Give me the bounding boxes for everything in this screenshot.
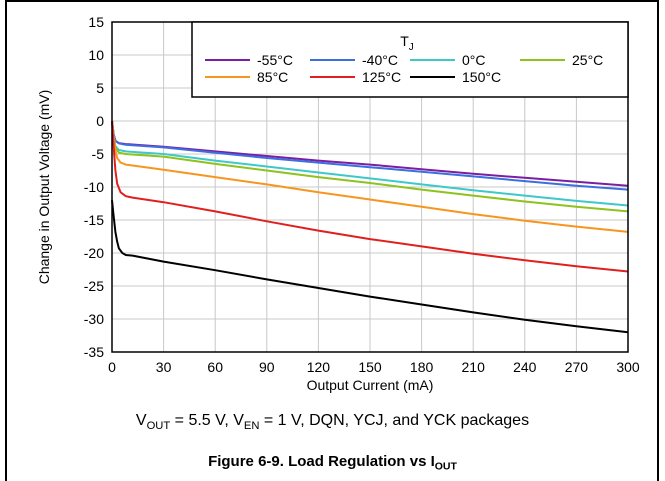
vout-subscript: OUT [146, 419, 171, 432]
y-tick-label: 10 [88, 47, 104, 63]
ven-subscript: EN [243, 419, 260, 432]
legend-label: -55°C [257, 52, 293, 68]
figure-title: Figure 6-9. Load Regulation vs IOUT [0, 453, 665, 473]
vout-symbol: V [135, 412, 147, 429]
y-tick-label: 0 [96, 113, 104, 129]
legend-label: 0°C [462, 52, 486, 68]
tick-label-layer: 0 30 60 90 120 150 180 210 240 270 300 15 10 5 0 -5 -10 -… [84, 14, 640, 375]
legend-label: 125°C [362, 69, 401, 85]
x-tick-label: 240 [513, 359, 537, 375]
series-line-85C [111, 120, 629, 233]
y-axis-label: Change in Output Voltage (mV) [36, 90, 52, 285]
y-tick-label: -5 [92, 146, 105, 162]
frame-top-border [5, 0, 659, 2]
y-tick-label: -35 [84, 344, 104, 360]
x-tick-label: 90 [259, 359, 275, 375]
legend-label: 25°C [572, 52, 603, 68]
vout-value: = 5.5 V, V [170, 412, 244, 429]
x-tick-label: 180 [410, 359, 434, 375]
series-line-25C [111, 120, 629, 213]
series-line--40C [111, 120, 629, 191]
legend-title: TJ [400, 33, 414, 53]
x-tick-label: 120 [307, 359, 331, 375]
x-tick-label: 60 [207, 359, 223, 375]
y-tick-label: 15 [88, 14, 104, 30]
legend-entries: -55°C -40°C 0°C 25°C 85°C 125°C 150°C [205, 52, 603, 85]
x-axis-label: Output Current (mA) [307, 377, 434, 393]
series-layer [111, 120, 629, 334]
frame-right-border [657, 0, 659, 481]
y-tick-label: -25 [84, 278, 104, 294]
conditions-rest: = 1 V, DQN, YCJ, and YCK packages [259, 412, 530, 429]
series-line-150C [111, 200, 629, 334]
frame-left-border [5, 0, 7, 481]
x-tick-label: 300 [616, 359, 640, 375]
figure-title-text: Figure 6-9. Load Regulation vs I [208, 453, 435, 470]
legend-label: 85°C [257, 69, 288, 85]
x-tick-label: 210 [462, 359, 486, 375]
legend-title-main: T [400, 33, 409, 49]
y-tick-label: -20 [84, 245, 104, 261]
x-tick-label: 0 [108, 359, 116, 375]
legend: TJ -55°C -40°C 0°C 25°C 85°C 125°C 150°C [191, 21, 629, 98]
y-tick-label: -15 [84, 212, 104, 228]
legend-title-subscript: J [409, 42, 414, 53]
figure-title-subscript: OUT [434, 460, 457, 473]
series-line-125C [111, 120, 629, 273]
x-tick-label: 30 [156, 359, 172, 375]
y-tick-label: -10 [84, 179, 104, 195]
legend-label: 150°C [462, 69, 501, 85]
legend-label: -40°C [362, 52, 398, 68]
y-tick-label: -30 [84, 311, 104, 327]
x-tick-label: 150 [358, 359, 382, 375]
test-conditions-caption: VOUT = 5.5 V, VEN = 1 V, DQN, YCJ, and Y… [0, 412, 665, 432]
x-tick-label: 270 [565, 359, 589, 375]
y-tick-label: 5 [96, 80, 104, 96]
